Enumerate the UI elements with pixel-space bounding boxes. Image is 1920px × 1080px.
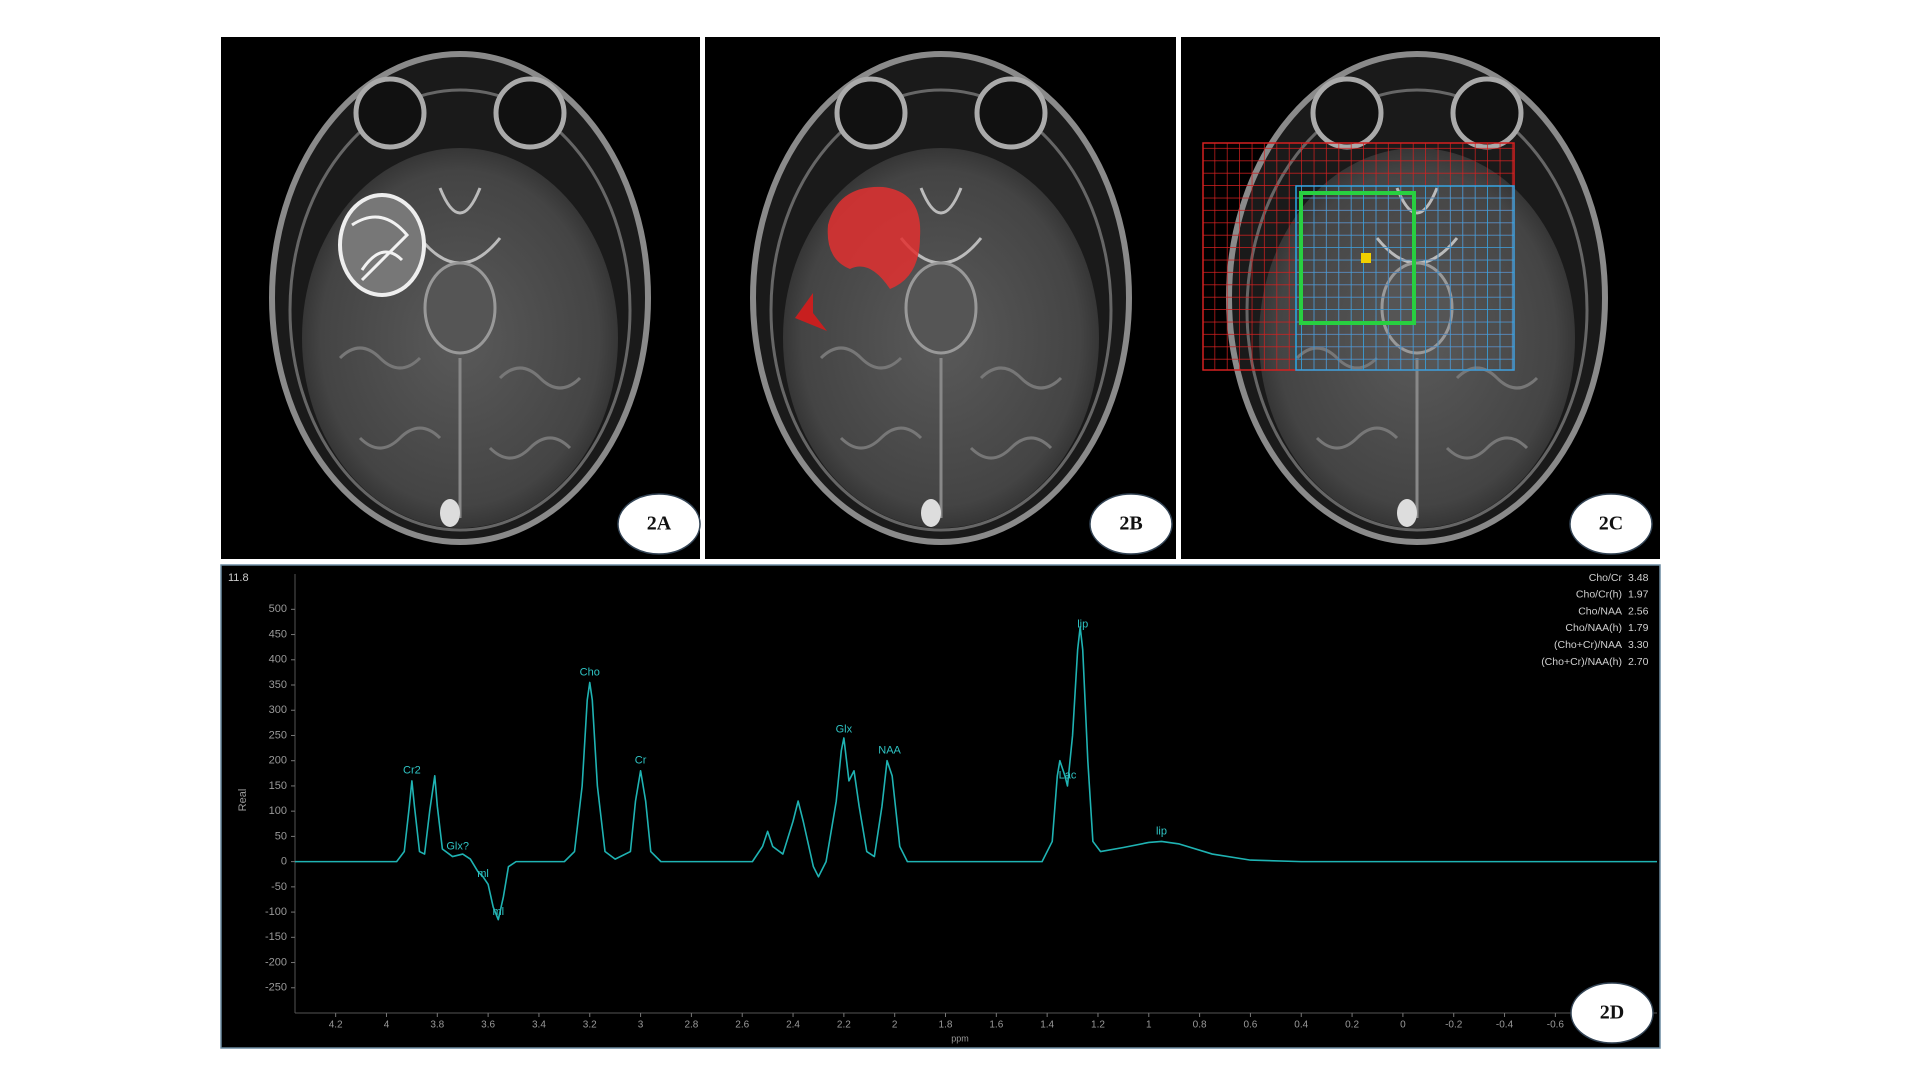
x-tick-label: 0.4	[1294, 1020, 1308, 1031]
x-tick-label: 3.8	[430, 1020, 444, 1031]
x-tick-label: 3.4	[532, 1020, 546, 1031]
peak-label: Cr2	[403, 765, 421, 777]
y-tick-label: 450	[269, 628, 287, 640]
ratio-value: 1.79	[1628, 622, 1649, 634]
ratio-name: (Cho+Cr)/NAA(h)	[1541, 656, 1622, 668]
segmentation	[827, 186, 921, 289]
x-tick-label: 2	[892, 1020, 898, 1031]
x-tick-label: 2.8	[684, 1020, 698, 1031]
y-tick-label: -150	[265, 931, 287, 943]
ratio-value: 1.97	[1628, 589, 1649, 601]
voxel-grid	[1295, 185, 1515, 371]
x-tick-label: 0	[1400, 1020, 1406, 1031]
ratio-value: 3.30	[1628, 639, 1649, 651]
peak-label: Glx	[836, 723, 853, 735]
peak-label: Cr	[635, 755, 647, 767]
y-tick-label: 100	[269, 805, 287, 817]
y-axis-label: Real	[237, 789, 249, 812]
panel-label: 2D	[1600, 1002, 1624, 1024]
peak-label: Lac	[1059, 770, 1077, 782]
mri-image	[272, 54, 648, 542]
spectrum-panel	[220, 564, 1661, 1049]
label-bubble	[617, 493, 701, 555]
peak-label: ml	[492, 906, 504, 918]
x-tick-label: 1.2	[1091, 1020, 1105, 1031]
selected-voxel	[1361, 253, 1371, 263]
x-tick-label: 4	[384, 1020, 390, 1031]
y-tick-label: 200	[269, 755, 287, 767]
ratio-name: Cho/Cr	[1589, 572, 1623, 584]
x-tick-label: 4.2	[329, 1020, 343, 1031]
y-tick-label: -100	[265, 906, 287, 918]
label-bubble	[1570, 982, 1654, 1044]
x-tick-label: 1.4	[1040, 1020, 1054, 1031]
x-tick-label: 2.4	[786, 1020, 800, 1031]
y-tick-label: 500	[269, 603, 287, 615]
y-tick-label: -200	[265, 956, 287, 968]
ratio-value: 2.56	[1628, 605, 1649, 617]
lesion	[338, 193, 426, 297]
segmentation	[795, 293, 827, 331]
x-tick-label: 1	[1146, 1020, 1152, 1031]
ratio-value: 2.70	[1628, 656, 1649, 668]
x-tick-label: -0.6	[1547, 1020, 1565, 1031]
peak-label: Cho	[580, 666, 600, 678]
y-tick-label: -250	[265, 982, 287, 994]
y-tick-label: 0	[281, 856, 287, 868]
x-tick-label: 1.8	[939, 1020, 953, 1031]
peak-label: Glx?	[446, 840, 469, 852]
x-tick-label: 0.6	[1243, 1020, 1257, 1031]
ratio-name: Cho/NAA(h)	[1565, 622, 1622, 634]
x-tick-label: 3	[638, 1020, 644, 1031]
y-tick-label: 50	[275, 830, 287, 842]
x-tick-label: 3.2	[583, 1020, 597, 1031]
y-tick-label: 350	[269, 679, 287, 691]
ratio-name: (Cho+Cr)/NAA	[1554, 639, 1622, 651]
y-tick-label: 400	[269, 654, 287, 666]
peak-label: NAA	[878, 745, 901, 757]
y-tick-label: 150	[269, 780, 287, 792]
x-tick-label: 2.2	[837, 1020, 851, 1031]
label-bubble	[1089, 493, 1173, 555]
label-bubble	[1569, 493, 1653, 555]
ratio-name: Cho/NAA	[1578, 605, 1622, 617]
peak-label: ml	[477, 868, 489, 880]
ratio-value: 3.48	[1628, 572, 1649, 584]
x-tick-label: 0.8	[1193, 1020, 1207, 1031]
peak-label: lip	[1156, 825, 1167, 837]
x-tick-label: 3.6	[481, 1020, 495, 1031]
voi-box	[1299, 191, 1416, 325]
panel-label: 2C	[1599, 513, 1623, 535]
x-tick-label: -0.2	[1445, 1020, 1463, 1031]
panel-label: 2A	[647, 513, 672, 535]
ratio-name: Cho/Cr(h)	[1576, 589, 1622, 601]
x-axis-label: ppm	[951, 1033, 969, 1043]
corner-label: 11.8	[228, 572, 249, 584]
spectrum-line	[295, 626, 1657, 921]
x-tick-label: 0.2	[1345, 1020, 1359, 1031]
x-tick-label: 2.6	[735, 1020, 749, 1031]
panel-label: 2B	[1119, 513, 1142, 535]
y-tick-label: 250	[269, 729, 287, 741]
x-tick-label: -0.4	[1496, 1020, 1514, 1031]
x-tick-label: 1.6	[989, 1020, 1003, 1031]
y-tick-label: -50	[271, 881, 287, 893]
peak-label: lip	[1077, 618, 1088, 630]
y-tick-label: 300	[269, 704, 287, 716]
